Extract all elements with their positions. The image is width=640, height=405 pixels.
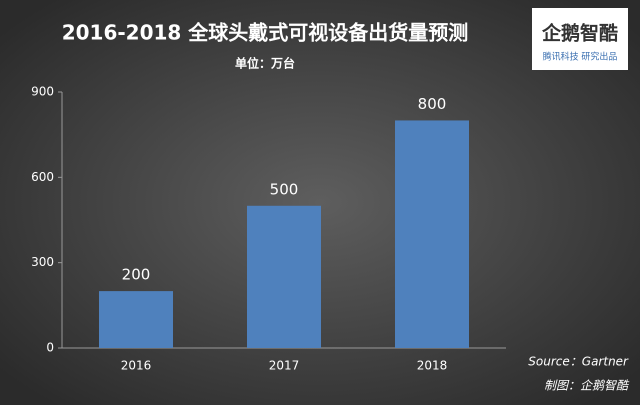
- data-label: 800: [418, 95, 447, 113]
- logo-box: [532, 8, 628, 70]
- y-tick-label: 0: [46, 341, 54, 355]
- data-label: 200: [122, 266, 151, 284]
- x-tick-label: 2017: [269, 359, 300, 373]
- y-tick-label: 300: [31, 255, 54, 269]
- x-tick-label: 2016: [121, 359, 152, 373]
- chart-subtitle: 单位：万台: [235, 56, 295, 71]
- chart-title: 2016-2018 全球头戴式可视设备出货量预测: [62, 21, 469, 45]
- logo-tagline: 腾讯科技 研究出品: [543, 51, 618, 63]
- y-tick-label: 900: [31, 85, 54, 99]
- bar: [395, 120, 469, 348]
- credit: 制图：企鹅智酷: [544, 379, 630, 393]
- source: Source：Gartner: [528, 355, 629, 369]
- x-tick-label: 2018: [417, 359, 448, 373]
- y-tick-label: 600: [31, 170, 54, 184]
- bar: [247, 205, 321, 348]
- bar: [99, 291, 173, 348]
- data-label: 500: [270, 180, 299, 198]
- logo-name: 企鹅智酷: [541, 22, 618, 45]
- logo: 企鹅智酷 腾讯科技 研究出品: [532, 8, 628, 70]
